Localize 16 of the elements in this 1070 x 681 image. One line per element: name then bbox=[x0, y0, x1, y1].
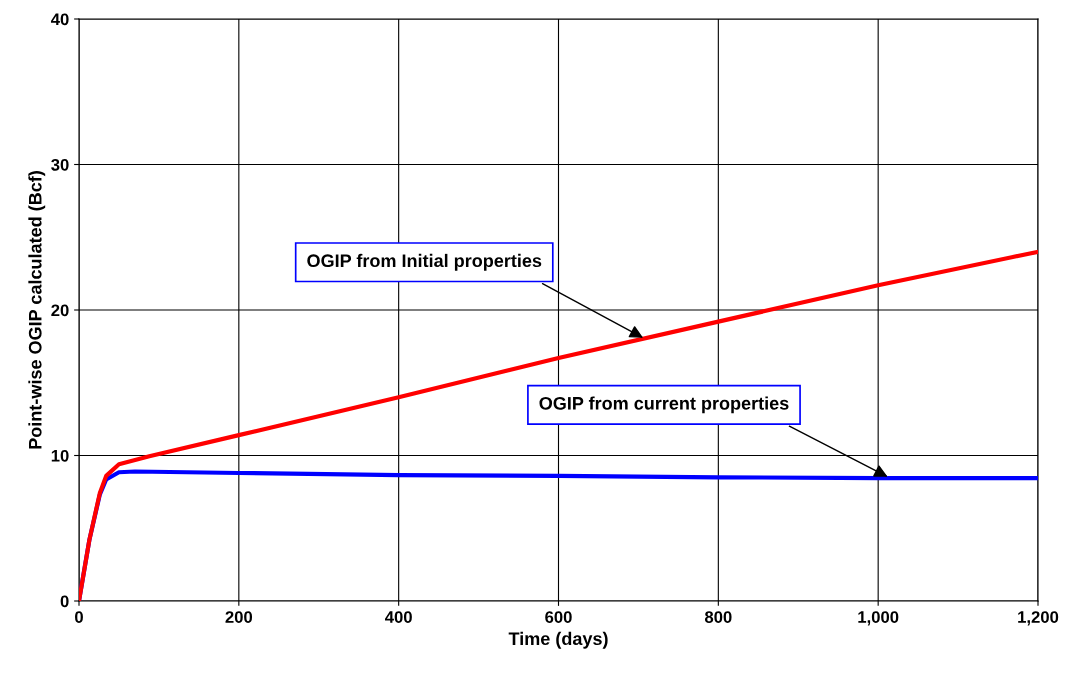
x-tick-label: 800 bbox=[704, 611, 732, 623]
x-tick-label: 0 bbox=[75, 611, 83, 623]
y-tick-label: 10 bbox=[51, 449, 69, 462]
x-tick-label: 1,000 bbox=[858, 611, 899, 626]
y-tick-label: 40 bbox=[50, 13, 69, 26]
y-tick-label: 0 bbox=[60, 595, 69, 608]
x-tick-label: 1,200 bbox=[1018, 611, 1059, 626]
annotation: OGIP from Initial properties bbox=[307, 253, 542, 271]
x-tick-label: 600 bbox=[545, 611, 572, 623]
y-axis-title: Point-wise OGIP calculated (Bcf) bbox=[28, 171, 46, 449]
x-tick-label: 200 bbox=[225, 611, 253, 623]
x-tick-label: 400 bbox=[385, 611, 412, 623]
y-tick-label: 30 bbox=[51, 158, 69, 171]
annotation: OGIP from current properties bbox=[539, 396, 789, 414]
x-axis-title: Time (days) bbox=[508, 631, 608, 649]
y-tick-label: 20 bbox=[51, 304, 69, 317]
